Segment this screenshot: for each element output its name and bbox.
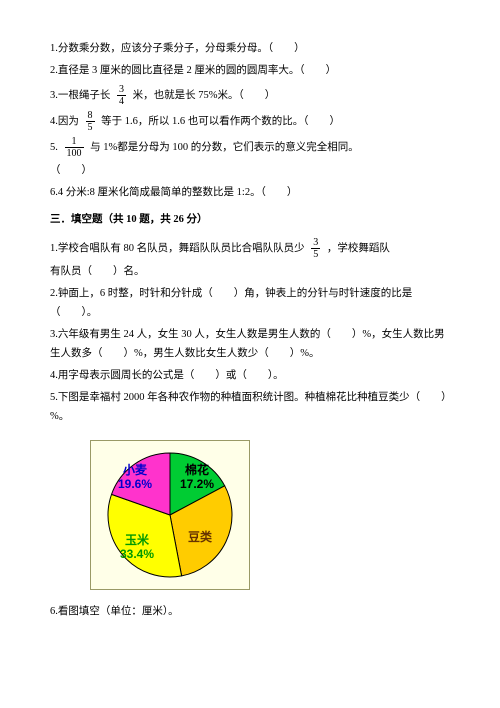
s2-q6: 6.4 分米:8 厘米化简成最简单的整数比是 1:2。（ ） — [50, 184, 450, 203]
fraction-3-5: 35 — [311, 237, 320, 260]
s3-q4: 4.用字母表示圆周长的公式是（ ）或（ ）。 — [50, 367, 450, 386]
pie-label-玉米: 玉米33.4% — [120, 533, 154, 562]
s2-q4: 4.因为 85 等于 1.6，所以 1.6 也可以看作两个数的比。（ ） — [50, 110, 450, 133]
s2-q3: 3.一根绳子长 34 米，也就是长 75%米。（ ） — [50, 84, 450, 107]
fraction-3-4: 34 — [117, 84, 126, 107]
fraction-1-100: 1100 — [65, 136, 84, 159]
pie-chart: 棉花17.2% 豆类 玉米33.4% 小麦19.6% — [80, 435, 260, 595]
pie-label-豆类: 豆类 — [188, 530, 212, 544]
s2-q5b: （ ） — [50, 162, 450, 181]
s3-q2: 2.钟面上，6 时整，时针和分针成（ ）角，钟表上的分针与时针速度的比是（ ）。 — [50, 285, 450, 323]
s3-q6: 6.看图填空（单位：厘米）。 — [50, 603, 450, 622]
s3-q3: 3.六年级有男生 24 人，女生 30 人，女生人数是男生人数的（ ）%，女生人… — [50, 326, 450, 364]
s3-q1b: 有队员（ ）名。 — [50, 263, 450, 282]
s2-q2: 2.直径是 3 厘米的圆比直径是 2 厘米的圆的圆周率大。（ ） — [50, 62, 450, 81]
fraction-8-5: 85 — [86, 110, 95, 133]
section3-title: 三．填空题（共 10 题，共 26 分） — [50, 211, 450, 230]
s3-q1: 1.学校合唱队有 80 名队员，舞蹈队队员比合唱队队员少 35 ，学校舞蹈队 — [50, 237, 450, 260]
s2-q1: 1.分数乘分数，应该分子乘分子，分母乘分母。（ ） — [50, 40, 450, 59]
s2-q5: 5. 1100 与 1%都是分母为 100 的分数，它们表示的意义完全相同。 — [50, 136, 450, 159]
pie-label-棉花: 棉花17.2% — [180, 463, 214, 492]
s3-q5: 5.下图是幸福村 2000 年各种农作物的种植面积统计图。种植棉花比种植豆类少（… — [50, 389, 450, 427]
pie-label-小麦: 小麦19.6% — [118, 463, 152, 492]
